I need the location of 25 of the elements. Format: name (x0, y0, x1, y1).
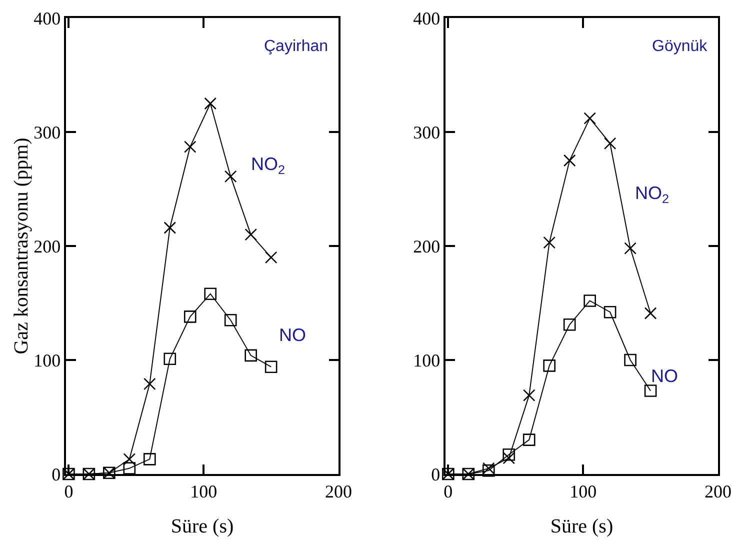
x-tick-label: 0 (444, 481, 453, 502)
y-tick-label: 0 (52, 464, 61, 484)
y-axis-title: Gaz konsantrasyonu (ppm) (10, 138, 33, 354)
series-label: NO (651, 366, 678, 386)
y-tick-label: 400 (413, 8, 440, 28)
x-tick-label: 200 (704, 481, 732, 502)
text: Çayirhan (264, 38, 328, 55)
x-tick-label: 100 (190, 481, 218, 502)
y-tick-label: 100 (34, 350, 61, 370)
series-label: NO$_{2}$ (251, 154, 286, 177)
y-tick-label: 200 (413, 236, 440, 256)
text: Göynük (652, 38, 708, 55)
series-label: NO (279, 325, 306, 345)
y-tick-label: 300 (34, 122, 61, 142)
x-axis-title: Süre (s) (550, 515, 614, 538)
y-tick-label: 0 (431, 464, 440, 484)
series-label: NO$_{2}$ (635, 183, 670, 206)
x-tick-label: 200 (325, 481, 352, 502)
x-axis-title: Süre (s) (170, 515, 234, 538)
y-tick-label: 100 (413, 350, 440, 370)
y-tick-label: 300 (413, 122, 440, 142)
x-tick-label: 0 (64, 481, 74, 502)
x-tick-label: 100 (570, 481, 597, 502)
y-tick-label: 400 (34, 8, 61, 28)
y-tick-label: 200 (34, 236, 61, 256)
